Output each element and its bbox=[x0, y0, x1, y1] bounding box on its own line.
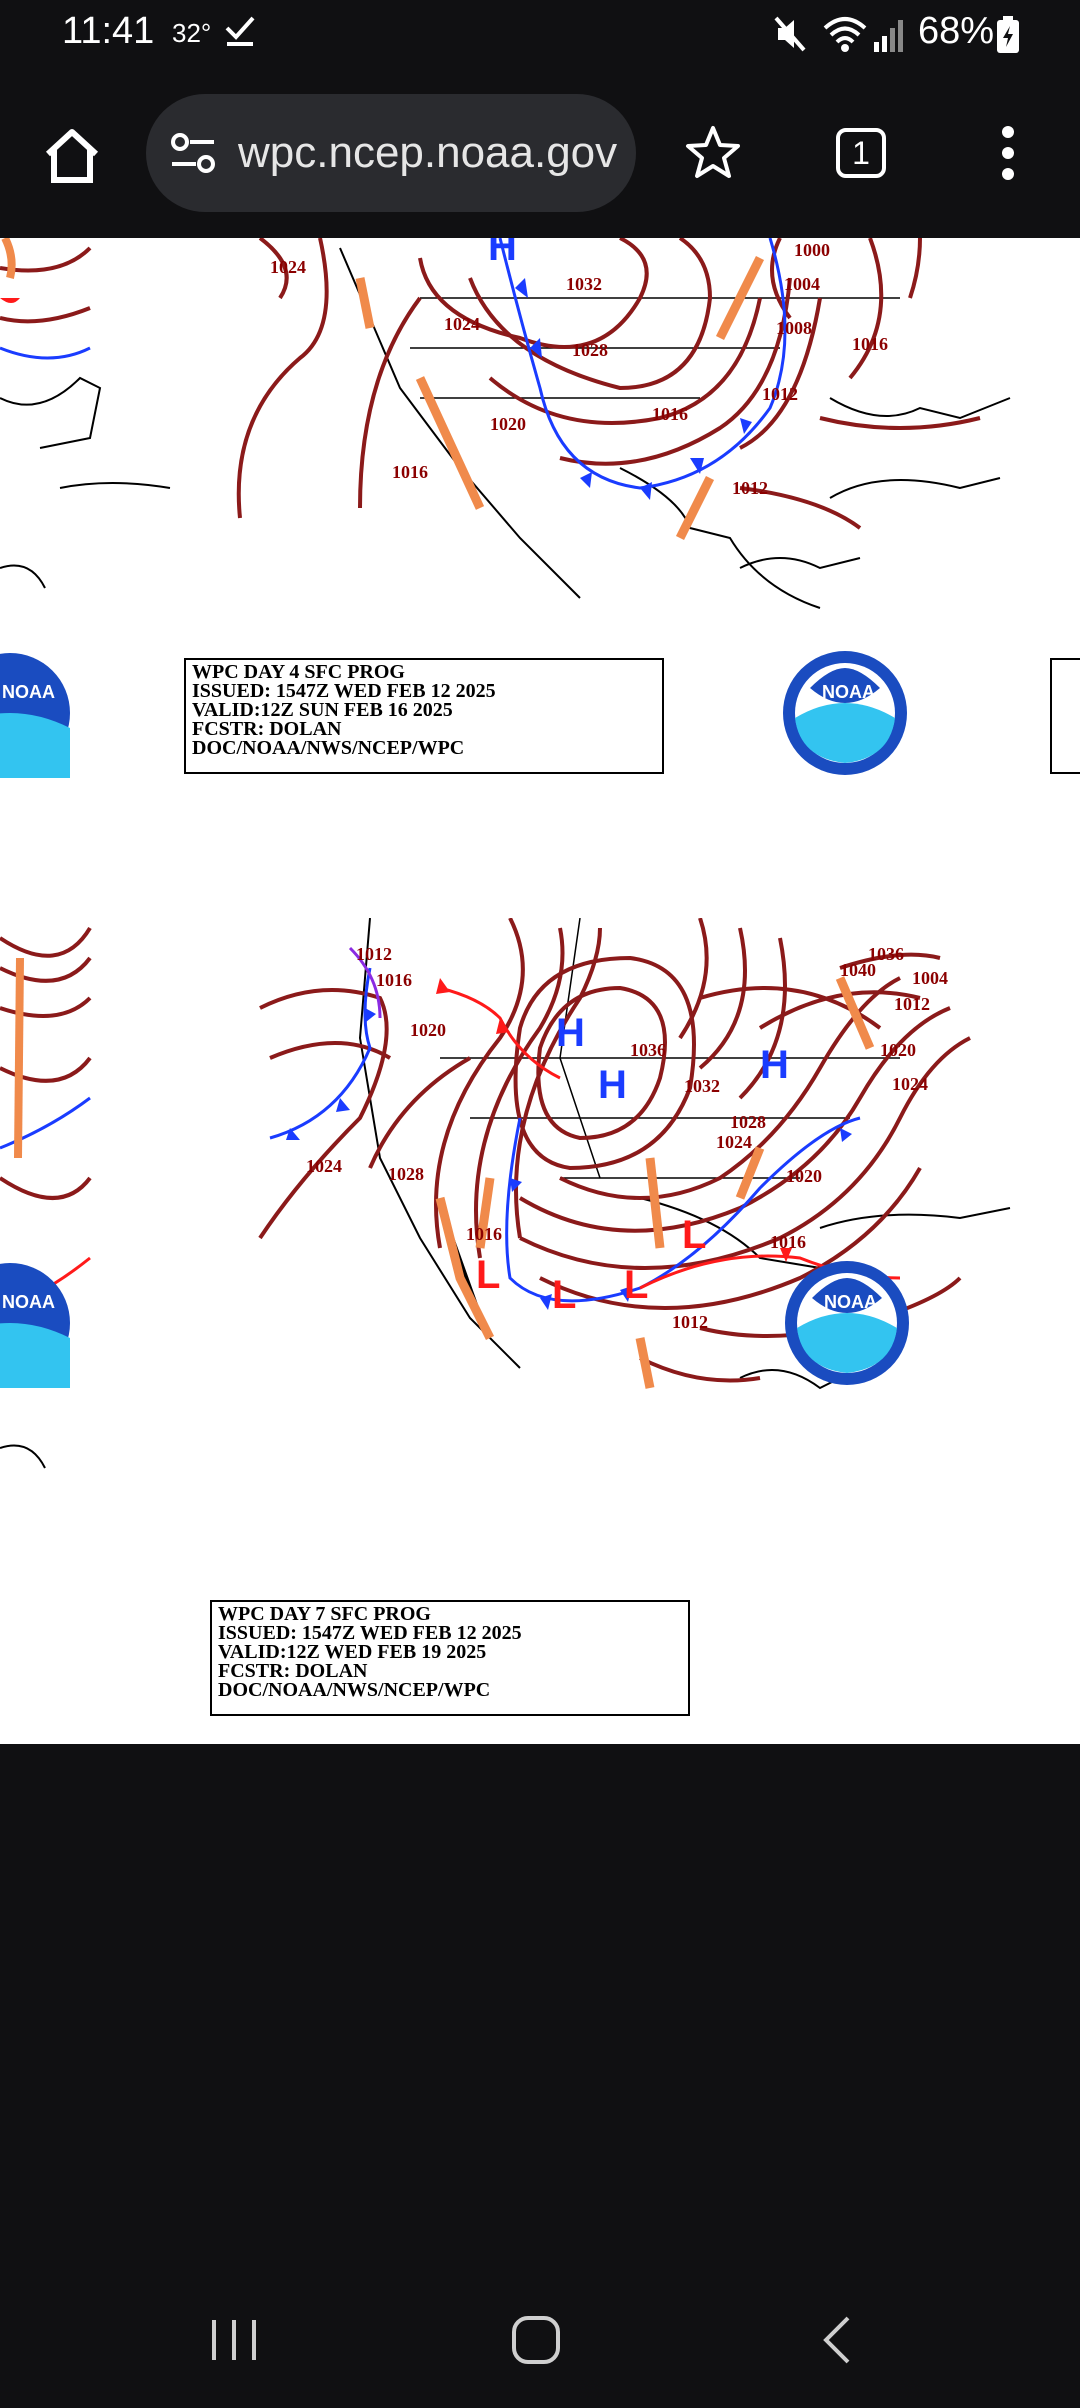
logo-text: NOAA bbox=[824, 1292, 877, 1312]
webpage-content: H 1024 1024 1032 1028 1020 1016 1016 101… bbox=[0, 238, 1080, 1744]
status-bar: 11:41 32° 68% bbox=[0, 0, 1080, 72]
signal-icon bbox=[874, 20, 903, 52]
caption-line: FCSTR: DOLAN bbox=[192, 718, 342, 740]
isobar-label: 1032 bbox=[684, 1076, 720, 1096]
caption-line: FCSTR: DOLAN bbox=[218, 1660, 368, 1682]
caption-line: ISSUED: 1547Z WED FEB 12 2025 bbox=[218, 1622, 522, 1644]
logo-text: NOAA bbox=[822, 682, 875, 702]
browser-toolbar: wpc.ncep.noaa.gov 1 bbox=[0, 72, 1080, 238]
isobar-label: 1040 bbox=[840, 960, 876, 980]
isobar-label: 1024 bbox=[270, 257, 306, 277]
isobar-label: 1012 bbox=[672, 1312, 708, 1332]
mute-icon bbox=[774, 16, 806, 52]
isobar-label: 1004 bbox=[784, 274, 820, 294]
day4-caption-box: WPC DAY 4 SFC PROG ISSUED: 1547Z WED FEB… bbox=[184, 658, 664, 774]
day4-forecast-map: H 1024 1024 1032 1028 1020 1016 1016 101… bbox=[0, 238, 1011, 609]
isobar-label: 1008 bbox=[776, 318, 812, 338]
caption-line: VALID:12Z WED FEB 19 2025 bbox=[218, 1641, 487, 1663]
day7-caption-box: WPC DAY 7 SFC PROG ISSUED: 1547Z WED FEB… bbox=[210, 1600, 690, 1716]
isobar-label: 1004 bbox=[912, 968, 948, 988]
isobar-label: 1028 bbox=[572, 340, 608, 360]
bookmark-star-button[interactable] bbox=[684, 124, 742, 182]
isobar-label: 1012 bbox=[762, 384, 798, 404]
high-pressure-center: H bbox=[488, 238, 517, 269]
isobar-label: 1016 bbox=[376, 970, 412, 990]
status-temperature: 32° bbox=[172, 18, 212, 48]
home-button[interactable] bbox=[40, 124, 104, 188]
isobar-label: 1028 bbox=[730, 1112, 766, 1132]
low-pressure-center: L bbox=[552, 1273, 576, 1317]
logo-text: NOAA bbox=[2, 682, 55, 702]
check-icon bbox=[225, 16, 255, 46]
back-button[interactable] bbox=[818, 2312, 858, 2368]
isobar-label: 1016 bbox=[852, 334, 888, 354]
battery-charging-icon bbox=[997, 16, 1019, 53]
isobar-label: 1012 bbox=[356, 944, 392, 964]
adjacent-caption-box bbox=[1050, 658, 1080, 774]
status-time: 11:41 bbox=[62, 10, 155, 52]
recent-apps-button[interactable] bbox=[206, 2312, 262, 2368]
isobar-label: 1036 bbox=[868, 944, 904, 964]
noaa-logo: NOAA bbox=[785, 1261, 909, 1385]
isobar-label: 1020 bbox=[490, 414, 526, 434]
noaa-logo: NOAA bbox=[0, 1263, 70, 1388]
wifi-icon bbox=[823, 17, 867, 52]
isobar-label: 1016 bbox=[652, 404, 688, 424]
high-pressure-center: H bbox=[598, 1063, 627, 1107]
home-nav-button[interactable] bbox=[508, 2312, 564, 2368]
caption-line: WPC DAY 4 SFC PROG bbox=[192, 661, 405, 683]
more-options-icon[interactable] bbox=[990, 124, 1026, 182]
isobar-label: 1020 bbox=[880, 1040, 916, 1060]
url-text[interactable]: wpc.ncep.noaa.gov bbox=[238, 128, 618, 177]
isobar-label: 1016 bbox=[466, 1224, 502, 1244]
isobar-label: 1036 bbox=[630, 1040, 666, 1060]
noaa-logo: NOAA bbox=[783, 651, 907, 775]
site-settings-icon[interactable] bbox=[168, 130, 218, 176]
low-pressure-center: L bbox=[476, 1253, 500, 1297]
logo-text: NOAA bbox=[2, 1292, 55, 1312]
tab-switcher-button[interactable]: 1 bbox=[836, 128, 886, 178]
battery-percentage: 68% bbox=[918, 10, 995, 52]
isobar-label: 1028 bbox=[388, 1164, 424, 1184]
isobar-label: 1012 bbox=[732, 478, 768, 498]
isobar-label: 1024 bbox=[716, 1132, 752, 1152]
caption-line: ISSUED: 1547Z WED FEB 12 2025 bbox=[192, 680, 496, 702]
navigation-bar bbox=[0, 2290, 1080, 2408]
low-pressure-center: L bbox=[624, 1263, 648, 1307]
caption-line: DOC/NOAA/NWS/NCEP/WPC bbox=[192, 737, 465, 759]
isobar-label: 1012 bbox=[894, 994, 930, 1014]
isobar-label: 1024 bbox=[444, 314, 480, 334]
isobar-label: 1024 bbox=[892, 1074, 928, 1094]
caption-line: VALID:12Z SUN FEB 16 2025 bbox=[192, 699, 453, 721]
isobar-label: 1016 bbox=[392, 462, 428, 482]
isobar-label: 1016 bbox=[770, 1232, 806, 1252]
day7-forecast-map: L bbox=[0, 918, 1011, 1469]
caption-line: DOC/NOAA/NWS/NCEP/WPC bbox=[218, 1679, 491, 1701]
noaa-logo: NOAA bbox=[0, 653, 70, 778]
high-pressure-center: H bbox=[760, 1043, 789, 1087]
high-pressure-center: H bbox=[556, 1011, 585, 1055]
isobar-label: 1020 bbox=[786, 1166, 822, 1186]
isobar-label: 1000 bbox=[794, 240, 830, 260]
isobar-label: 1020 bbox=[410, 1020, 446, 1040]
url-bar[interactable]: wpc.ncep.noaa.gov bbox=[146, 94, 636, 212]
isobar-label: 1032 bbox=[566, 274, 602, 294]
caption-line: WPC DAY 7 SFC PROG bbox=[218, 1603, 431, 1625]
low-pressure-center: L bbox=[682, 1213, 706, 1257]
isobar-label: 1024 bbox=[306, 1156, 342, 1176]
